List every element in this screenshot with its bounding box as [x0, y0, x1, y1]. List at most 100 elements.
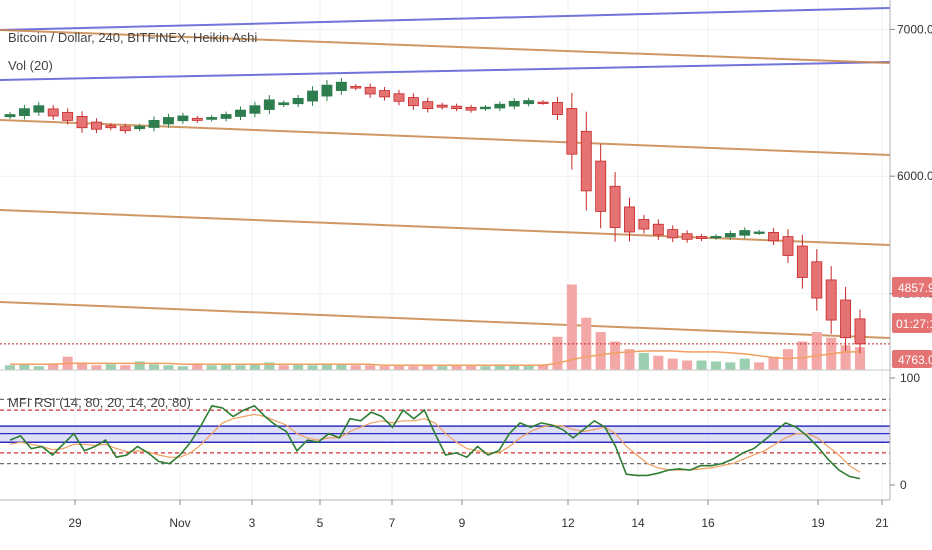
- time-axis-background[interactable]: [0, 500, 932, 550]
- candle-body-44: [638, 219, 650, 230]
- volume-bar-10: [149, 364, 160, 370]
- volume-bar-34: [494, 364, 505, 370]
- last-price-label: 4857.9: [898, 281, 932, 295]
- volume-bar-46: [667, 358, 678, 370]
- time-tick-label-5: 9: [459, 516, 466, 530]
- volume-bar-43: [624, 349, 635, 370]
- volume-bar-50: [725, 362, 736, 370]
- channel-orange-1: [0, 29, 891, 64]
- countdown-box: 01:27:17: [892, 313, 932, 333]
- price-axis-background[interactable]: [890, 0, 932, 520]
- candle-body-15: [220, 114, 232, 119]
- candle-body-20: [292, 97, 304, 105]
- volume-bar-42: [610, 341, 621, 370]
- volume-bar-12: [177, 366, 188, 370]
- volume-bar-49: [710, 361, 721, 370]
- volume-bar-27: [393, 365, 405, 370]
- volume-legend[interactable]: Vol (20): [8, 58, 53, 73]
- candle-body-37: [537, 101, 549, 105]
- volume-bar-37: [538, 364, 549, 370]
- candle-body-19: [278, 102, 290, 106]
- volume-bar-2: [33, 366, 44, 370]
- volume-bar-53: [768, 356, 779, 370]
- rsi-legend[interactable]: MFI RSI (14, 80, 20, 14, 20, 80): [8, 395, 191, 410]
- candle-body-6: [90, 121, 102, 130]
- candle-body-7: [105, 125, 117, 129]
- volume-bar-31: [451, 365, 462, 370]
- time-tick-label-9: 19: [811, 516, 825, 530]
- candle-body-49: [710, 235, 722, 239]
- candle-body-30: [436, 104, 448, 108]
- volume-ma-line: [10, 350, 860, 367]
- candle-body-13: [191, 117, 203, 121]
- candle-body-18: [263, 99, 275, 110]
- low-price-box: 4763.0: [892, 350, 932, 368]
- candle-body-32: [465, 107, 477, 111]
- volume-bar-15: [221, 364, 232, 370]
- volume-bar-26: [379, 366, 390, 370]
- candle-body-42: [609, 185, 621, 228]
- price-tick-label-1: 6000.0: [897, 169, 932, 183]
- volume-bar-45: [653, 355, 664, 370]
- candles: [4, 77, 866, 354]
- volume-bar-41: [595, 332, 606, 370]
- candle-body-16: [235, 109, 246, 117]
- channel-blue-top: [0, 7, 891, 31]
- volume-bar-22: [321, 363, 332, 370]
- candle-body-55: [796, 245, 808, 278]
- candle-body-36: [523, 100, 535, 105]
- candle-body-22: [321, 84, 333, 97]
- channel-lines: [0, 7, 891, 339]
- candle-body-5: [76, 116, 88, 129]
- channel-orange-2: [0, 119, 891, 156]
- volume-bar-38: [552, 336, 563, 370]
- time-tick-label-2: 3: [249, 516, 256, 530]
- volume-bar-48: [696, 360, 707, 370]
- candle-body-56: [811, 261, 823, 299]
- candle-body-57: [825, 279, 837, 321]
- candle-body-14: [206, 117, 218, 120]
- candle-body-34: [494, 103, 506, 109]
- volume-bar-36: [523, 365, 534, 370]
- main-legend[interactable]: Bitcoin / Dollar, 240, BITFINEX, Heikin …: [8, 30, 257, 45]
- time-tick-label-6: 12: [561, 516, 575, 530]
- candle-body-50: [724, 233, 736, 238]
- volume-bar-33: [480, 366, 491, 370]
- volume-bar-21: [307, 365, 318, 370]
- candle-body-46: [667, 229, 679, 239]
- time-tick-label-4: 7: [389, 516, 396, 530]
- volume-bar-13: [192, 363, 203, 370]
- candle-body-39: [566, 108, 578, 155]
- volume-bar-51: [739, 358, 750, 370]
- volume-bar-19: [278, 365, 289, 370]
- candle-body-21: [307, 90, 318, 102]
- candle-body-51: [739, 230, 751, 236]
- volume-bar-3: [48, 363, 59, 370]
- volume-bar-56: [811, 332, 822, 370]
- candle-body-28: [407, 97, 419, 107]
- volume-bar-40: [581, 317, 592, 370]
- low-price-label: 4763.0: [898, 353, 932, 367]
- volume-bar-39: [566, 284, 577, 370]
- volume-bar-55: [797, 341, 808, 370]
- candle-body-54: [782, 236, 794, 256]
- volume-bar-9: [134, 361, 145, 370]
- candle-body-1: [18, 108, 30, 117]
- candle-body-23: [335, 81, 347, 91]
- volume-bar-58: [840, 345, 851, 370]
- candle-body-17: [249, 105, 261, 114]
- volume-bar-30: [437, 366, 448, 370]
- channel-orange-3: [0, 209, 891, 246]
- volume-bar-24: [350, 365, 361, 370]
- volume-bar-17: [249, 364, 260, 370]
- volume-bar-47: [682, 360, 693, 370]
- candle-body-35: [508, 100, 520, 107]
- volume-bar-25: [365, 365, 376, 370]
- last-price-box: 4857.9: [892, 277, 932, 297]
- time-tick-label-3: 5: [317, 516, 324, 530]
- candle-body-8: [119, 126, 131, 132]
- candle-body-3: [47, 108, 59, 117]
- countdown-label: 01:27:17: [896, 317, 932, 331]
